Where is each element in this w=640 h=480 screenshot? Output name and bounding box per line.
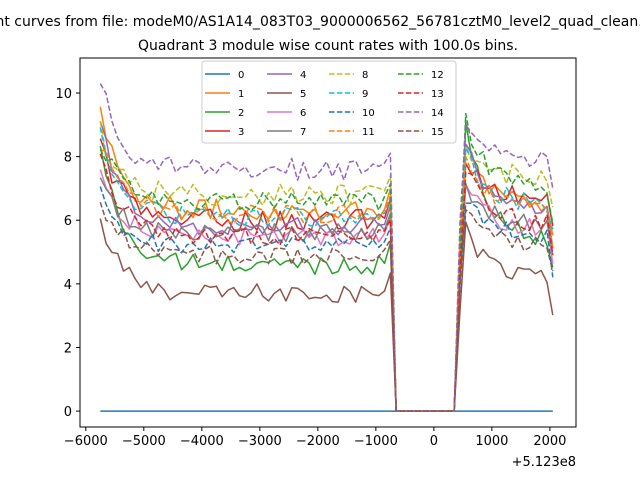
series-line-8 [99, 121, 554, 412]
legend-label-6: 6 [300, 108, 306, 119]
x-axis: −6000 −5000 −4000 −3000 −2000 −1000 0 1000 2000 [64, 427, 566, 449]
legend-label-9: 9 [362, 89, 368, 100]
series-line-15 [99, 201, 554, 412]
legend-label-5: 5 [300, 89, 306, 100]
x-tick-label: −3000 [238, 434, 282, 449]
plot-frame [79, 57, 577, 428]
legend-label-12: 12 [431, 70, 444, 81]
series-line-10 [99, 186, 554, 412]
legend-label-15: 15 [431, 127, 444, 138]
series-line-1 [99, 106, 554, 412]
legend-label-0: 0 [238, 70, 244, 81]
x-tick-label: 0 [430, 434, 438, 449]
chart-title: Quadrant 3 module wise count rates with … [138, 38, 518, 54]
legend-box [201, 60, 457, 144]
x-tick-label: −1000 [354, 434, 398, 449]
x-tick-label: −6000 [64, 434, 108, 449]
y-tick-label: 0 [64, 405, 72, 420]
legend-label-4: 4 [300, 70, 306, 81]
series-line-13 [99, 153, 554, 412]
series-line-2 [99, 121, 554, 412]
legend-label-11: 11 [362, 127, 375, 138]
x-tick-label: −5000 [122, 434, 166, 449]
legend-label-7: 7 [300, 127, 306, 138]
legend-label-3: 3 [238, 127, 244, 138]
y-tick-label: 2 [64, 341, 72, 356]
x-axis-offset-label: +5.123e8 [512, 455, 576, 470]
legend-label-13: 13 [431, 89, 444, 100]
legend-label-14: 14 [431, 108, 444, 119]
series-line-12 [99, 112, 554, 412]
series-line-7 [99, 177, 554, 412]
x-tick-label: −4000 [180, 434, 224, 449]
figure-suptitle: Light curves from file: modeM0/AS1A14_08… [0, 14, 640, 30]
y-tick-label: 4 [64, 278, 72, 293]
series-line-11 [100, 149, 554, 412]
legend-label-2: 2 [238, 108, 244, 119]
legend-label-10: 10 [362, 108, 375, 119]
x-tick-label: 1000 [475, 434, 508, 449]
series-line-14 [99, 83, 554, 412]
y-tick-label: 6 [64, 214, 72, 229]
y-tick-label: 8 [64, 151, 72, 166]
x-tick-label: −2000 [296, 434, 340, 449]
series-line-5 [99, 218, 554, 412]
legend-label-1: 1 [238, 89, 244, 100]
series-group [99, 83, 554, 412]
legend-label-8: 8 [362, 70, 368, 81]
y-axis: 0 2 4 6 8 10 [55, 87, 80, 420]
y-tick-label: 10 [55, 87, 72, 102]
series-line-9 [99, 127, 554, 412]
x-tick-label: 2000 [533, 434, 566, 449]
